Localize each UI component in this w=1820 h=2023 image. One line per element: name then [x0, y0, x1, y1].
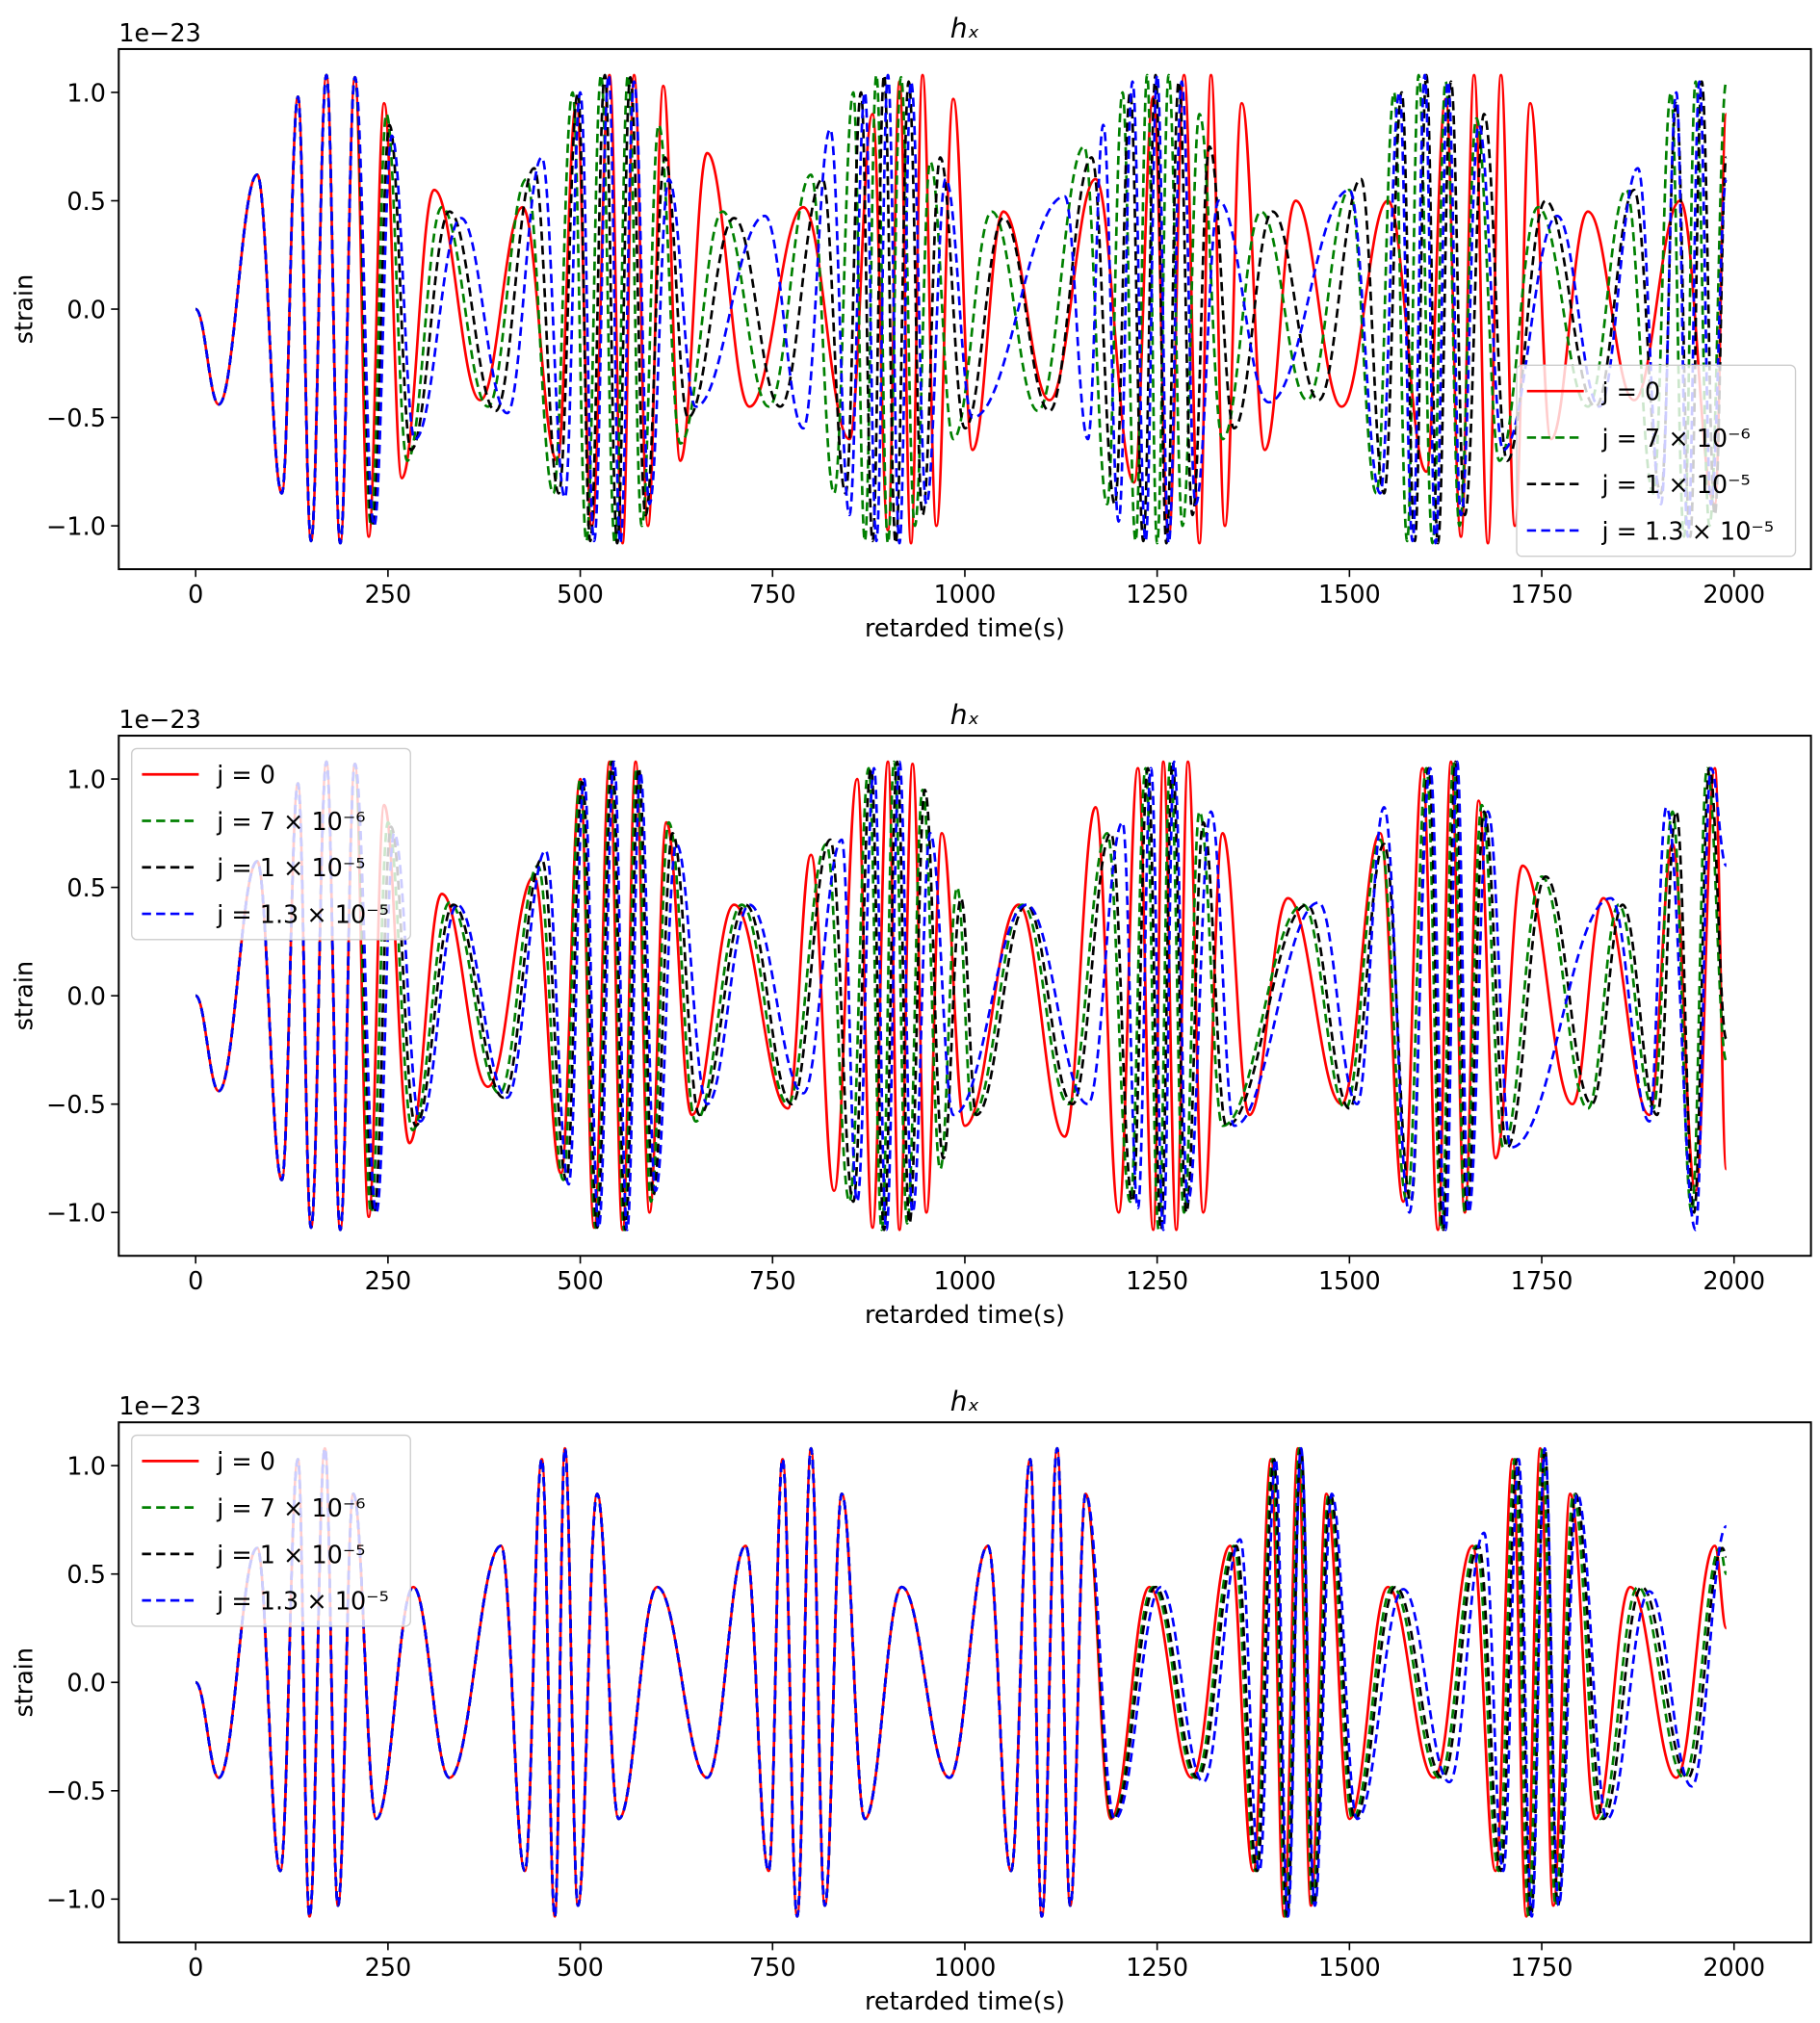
- x-tick-label: 2000: [1703, 581, 1765, 609]
- y-tick-label: −1.0: [46, 513, 106, 542]
- y-tick-label: 0.5: [66, 874, 105, 903]
- x-tick-label: 500: [557, 581, 604, 609]
- legend-label: j = 1.3 × 10⁻⁵: [216, 900, 389, 929]
- legend-frame: [131, 747, 411, 941]
- x-tick-label: 1750: [1511, 1954, 1573, 1983]
- plot-area: [194, 73, 1729, 545]
- data-line: [194, 1446, 1729, 1918]
- y-axis-label: strain: [11, 274, 39, 345]
- x-tick-label: 500: [557, 1267, 604, 1296]
- x-tick-label: 1750: [1511, 581, 1573, 609]
- y-tick-label: 1.0: [66, 79, 105, 108]
- y-offset-label: 1e−23: [118, 1392, 201, 1421]
- legend-frame: [1516, 364, 1797, 558]
- y-tick-label: −0.5: [46, 1091, 106, 1120]
- x-tick-label: 0: [188, 581, 203, 609]
- x-tick-label: 1250: [1126, 581, 1188, 609]
- legend-label: j = 1.3 × 10⁻⁵: [1600, 517, 1774, 546]
- x-tick-label: 1000: [934, 1267, 997, 1296]
- data-line: [194, 73, 1729, 545]
- chart-title: hₓ: [950, 1386, 979, 1417]
- legend-label: j = 7 × 10⁻⁶: [1600, 425, 1750, 454]
- legend: j = 0 j = 7 × 10⁻⁶ j = 1 × 10⁻⁵ j = 1.3 × 1…: [131, 1434, 411, 1627]
- x-axis-label: retarded time(s): [865, 1301, 1065, 1330]
- x-tick-label: 2000: [1703, 1267, 1765, 1296]
- y-tick-label: 1.0: [66, 765, 105, 794]
- chart-panel: hₓ 1e−23 retarded time(s) strain 0 250 500 750 1…: [11, 699, 1812, 1330]
- y-offset-label: 1e−23: [118, 706, 201, 735]
- chart-panel: hₓ 1e−23 retarded time(s) strain 0 250 500 750 1…: [11, 1386, 1812, 2016]
- x-tick-label: 250: [365, 1954, 412, 1983]
- chart-title: hₓ: [950, 699, 979, 731]
- legend: j = 0 j = 7 × 10⁻⁶ j = 1 × 10⁻⁵ j = 1.3 × 1…: [1516, 364, 1797, 558]
- data-line: [194, 1446, 1729, 1918]
- x-axis-label: retarded time(s): [865, 614, 1065, 643]
- plot-area: [194, 1446, 1729, 1918]
- legend: j = 0 j = 7 × 10⁻⁶ j = 1 × 10⁻⁵ j = 1.3 × 1…: [131, 747, 411, 941]
- legend-label: j = 0: [1600, 378, 1660, 407]
- data-line: [194, 73, 1729, 545]
- legend-label: j = 0: [216, 1448, 275, 1477]
- y-tick-label: 0.0: [66, 983, 105, 1012]
- chart-title: hₓ: [950, 13, 979, 44]
- y-offset-label: 1e−23: [118, 19, 201, 48]
- x-tick-label: 0: [188, 1267, 203, 1296]
- y-tick-label: 0.0: [66, 1670, 105, 1699]
- x-tick-label: 500: [557, 1954, 604, 1983]
- axes-frame: [117, 47, 1812, 571]
- x-tick-label: 250: [365, 1267, 412, 1296]
- x-tick-label: 1500: [1318, 581, 1381, 609]
- x-tick-label: 1500: [1318, 1267, 1381, 1296]
- legend-label: j = 1.3 × 10⁻⁵: [216, 1588, 389, 1617]
- legend-label: j = 1 × 10⁻⁵: [1600, 471, 1750, 500]
- legend-frame: [131, 1434, 411, 1627]
- x-tick-label: 0: [188, 1954, 203, 1983]
- y-tick-label: −1.0: [46, 1886, 106, 1915]
- data-line: [194, 73, 1729, 545]
- chart-panel: hₓ 1e−23 retarded time(s) strain 0 250 500 750 1…: [11, 13, 1812, 643]
- x-tick-label: 1250: [1126, 1954, 1188, 1983]
- legend-label: j = 1 × 10⁻⁵: [216, 1541, 365, 1569]
- y-tick-label: −1.0: [46, 1200, 106, 1229]
- x-tick-label: 1000: [934, 1954, 997, 1983]
- x-tick-label: 250: [365, 581, 412, 609]
- y-tick-label: 0.5: [66, 188, 105, 217]
- x-tick-label: 2000: [1703, 1954, 1765, 1983]
- axes-frame: [117, 735, 1812, 1258]
- x-tick-label: 750: [749, 1954, 796, 1983]
- y-tick-label: −0.5: [46, 1777, 106, 1806]
- y-tick-label: 1.0: [66, 1453, 105, 1482]
- y-tick-label: 0.5: [66, 1561, 105, 1590]
- y-tick-label: 0.0: [66, 296, 105, 324]
- legend-label: j = 7 × 10⁻⁶: [216, 808, 365, 837]
- y-axis-label: strain: [11, 961, 39, 1031]
- axes-frame: [117, 1421, 1812, 1944]
- x-tick-label: 750: [749, 581, 796, 609]
- x-tick-label: 750: [749, 1267, 796, 1296]
- x-tick-label: 1500: [1318, 1954, 1381, 1983]
- y-axis-label: strain: [11, 1647, 39, 1718]
- y-tick-label: −0.5: [46, 404, 106, 433]
- x-tick-label: 1750: [1511, 1267, 1573, 1296]
- legend-label: j = 1 × 10⁻⁵: [216, 854, 365, 883]
- legend-label: j = 0: [216, 762, 275, 791]
- x-tick-label: 1250: [1126, 1267, 1188, 1296]
- x-axis-label: retarded time(s): [865, 1987, 1065, 2016]
- legend-label: j = 7 × 10⁻⁶: [216, 1494, 365, 1523]
- x-tick-label: 1000: [934, 581, 997, 609]
